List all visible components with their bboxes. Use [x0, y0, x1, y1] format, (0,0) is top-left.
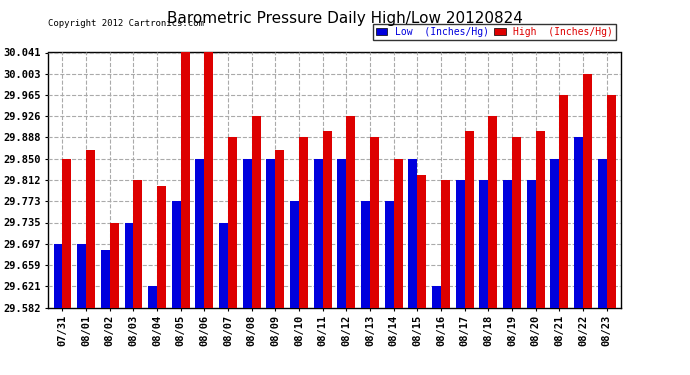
Bar — [157, 186, 166, 308]
Bar — [512, 138, 521, 308]
Bar — [480, 180, 489, 308]
Bar — [526, 180, 536, 308]
Bar — [417, 175, 426, 308]
Bar — [394, 159, 403, 308]
Bar — [361, 201, 370, 308]
Bar — [290, 201, 299, 308]
Bar — [54, 244, 63, 308]
Bar — [110, 222, 119, 308]
Bar — [465, 131, 474, 308]
Legend: Low  (Inches/Hg), High  (Inches/Hg): Low (Inches/Hg), High (Inches/Hg) — [373, 24, 616, 40]
Bar — [63, 159, 72, 308]
Bar — [456, 180, 465, 308]
Bar — [536, 131, 545, 308]
Bar — [314, 159, 323, 308]
Bar — [323, 131, 332, 308]
Bar — [551, 159, 560, 308]
Bar — [489, 116, 497, 308]
Bar — [124, 222, 133, 308]
Bar — [607, 95, 615, 308]
Bar — [503, 180, 512, 308]
Bar — [181, 53, 190, 308]
Bar — [408, 159, 417, 308]
Bar — [346, 116, 355, 308]
Bar — [195, 159, 204, 308]
Text: Copyright 2012 Cartronics.com: Copyright 2012 Cartronics.com — [48, 20, 204, 28]
Bar — [252, 116, 261, 308]
Bar — [574, 138, 583, 308]
Bar — [148, 286, 157, 308]
Bar — [337, 159, 346, 308]
Bar — [299, 138, 308, 308]
Bar — [172, 201, 181, 308]
Bar — [275, 150, 284, 308]
Bar — [86, 150, 95, 308]
Bar — [441, 180, 450, 308]
Bar — [560, 95, 569, 308]
Bar — [598, 159, 607, 308]
Bar — [101, 250, 110, 307]
Bar — [228, 138, 237, 308]
Bar — [583, 74, 592, 308]
Bar — [243, 159, 252, 308]
Bar — [370, 138, 379, 308]
Bar — [219, 222, 228, 308]
Bar — [385, 201, 394, 308]
Bar — [133, 180, 143, 308]
Bar — [266, 159, 275, 308]
Bar — [432, 286, 441, 308]
Text: Barometric Pressure Daily High/Low 20120824: Barometric Pressure Daily High/Low 20120… — [167, 11, 523, 26]
Bar — [204, 53, 213, 308]
Bar — [77, 244, 86, 308]
